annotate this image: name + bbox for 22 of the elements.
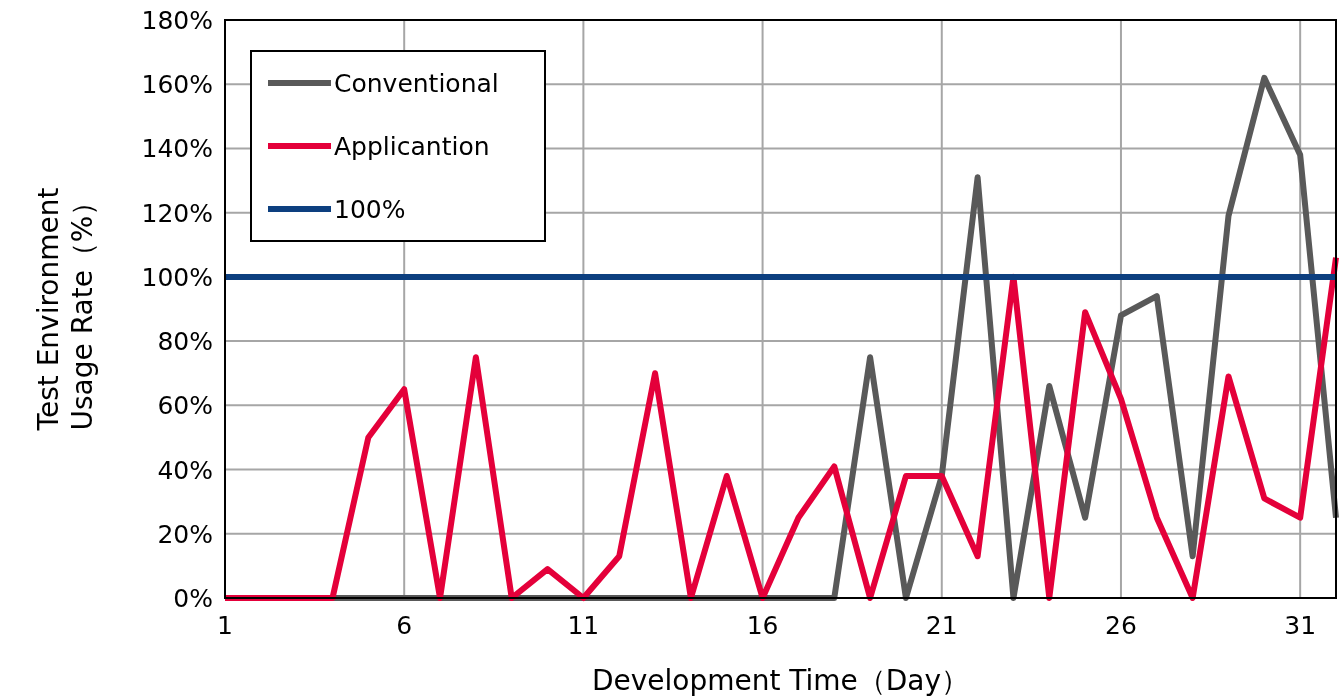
y-tick-label: 120%: [141, 198, 213, 228]
x-tick-label: 26: [1105, 611, 1137, 640]
x-tick-label: 16: [746, 611, 779, 640]
legend-label: Applicantion: [334, 132, 490, 161]
y-tick-label: 60%: [157, 391, 213, 421]
y-axis-title: Test Environment Usage Rate（%）: [32, 187, 99, 432]
y-tick-label: 40%: [157, 455, 213, 485]
y-tick-label: 140%: [141, 134, 213, 164]
x-tick-label: 6: [396, 611, 413, 640]
x-axis-title: Development Time（Day）: [591, 664, 970, 697]
legend-label: Conventional: [334, 69, 499, 98]
y-tick-label: 0%: [173, 584, 213, 613]
x-tick-label: 11: [567, 611, 600, 640]
x-tick-label: 1: [217, 611, 233, 640]
y-tick-label: 180%: [141, 6, 213, 35]
y-tick-label: 100%: [141, 262, 213, 292]
x-tick-label: 21: [925, 611, 958, 640]
y-tick-label: 160%: [141, 70, 213, 100]
y-tick-label: 20%: [157, 519, 213, 549]
x-tick-label: 31: [1284, 611, 1317, 640]
y-tick-label: 80%: [157, 327, 213, 357]
legend-label: 100%: [334, 195, 406, 224]
